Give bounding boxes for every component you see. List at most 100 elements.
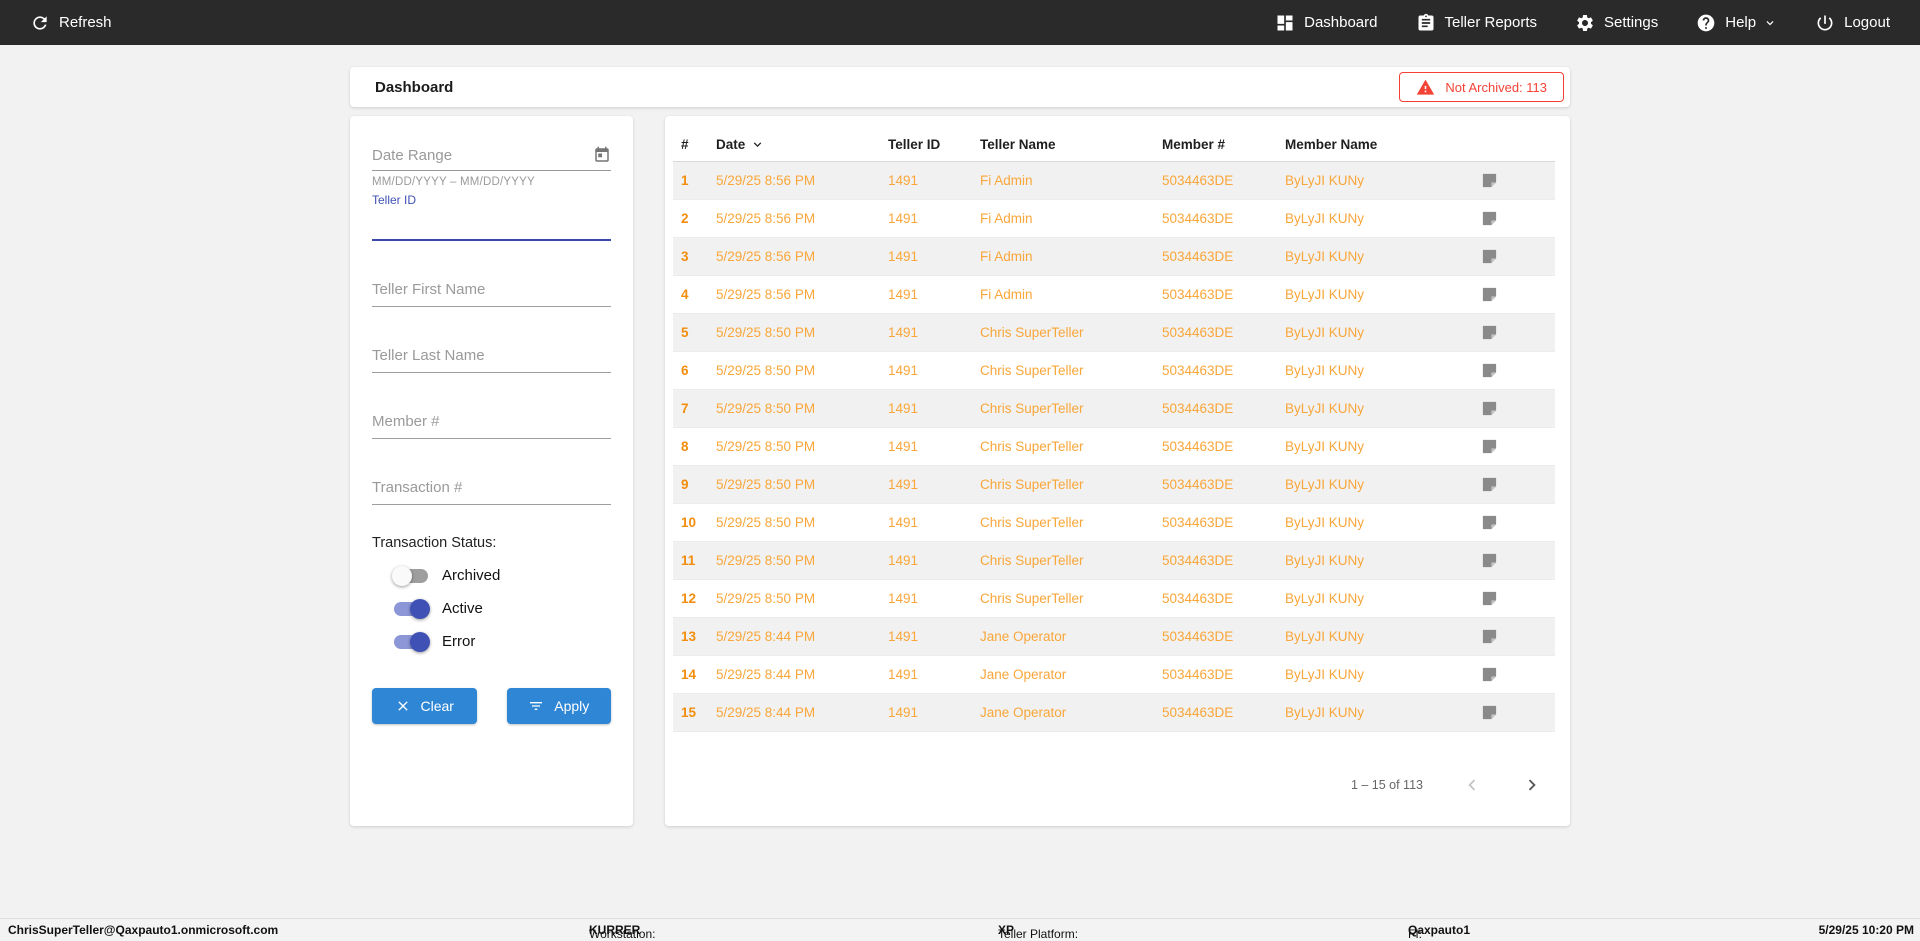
col-date-sort[interactable]: Date: [716, 137, 888, 152]
note-icon[interactable]: [1481, 173, 1498, 192]
cell-member-name: ByLyJI KUNy: [1285, 325, 1365, 340]
note-icon[interactable]: [1481, 515, 1498, 534]
cell-member-name: ByLyJI KUNy: [1285, 249, 1365, 264]
note-icon[interactable]: [1481, 591, 1498, 610]
teller-id-field[interactable]: [372, 211, 611, 241]
cell-member-num: 5034463DE: [1162, 211, 1234, 226]
status-datetime: 5/29/25 10:20 PM: [1818, 923, 1914, 937]
note-icon[interactable]: [1481, 401, 1498, 420]
results-panel: # Date Teller ID Teller Name Member # Me…: [665, 116, 1570, 826]
status-toggles: Archived Active Error: [372, 565, 611, 652]
next-page-button[interactable]: [1521, 774, 1543, 796]
cell-member-name: ByLyJI KUNy: [1285, 591, 1365, 606]
note-icon[interactable]: [1481, 363, 1498, 382]
table-row[interactable]: 12 5/29/25 8:50 PM 1491 Chris SuperTelle…: [673, 580, 1555, 618]
prev-page-button[interactable]: [1461, 774, 1483, 796]
table-row[interactable]: 5 5/29/25 8:50 PM 1491 Chris SuperTeller…: [673, 314, 1555, 352]
row-number: 13: [681, 629, 697, 644]
toggle-switch[interactable]: [394, 631, 430, 652]
nav-dashboard[interactable]: Dashboard: [1275, 13, 1378, 33]
row-number: 14: [681, 667, 697, 682]
cell-member-name: ByLyJI KUNy: [1285, 515, 1365, 530]
table-row[interactable]: 9 5/29/25 8:50 PM 1491 Chris SuperTeller…: [673, 466, 1555, 504]
table-row[interactable]: 6 5/29/25 8:50 PM 1491 Chris SuperTeller…: [673, 352, 1555, 390]
date-range-field[interactable]: [372, 146, 611, 171]
cell-teller-name: Chris SuperTeller: [980, 591, 1084, 606]
refresh-button[interactable]: Refresh: [30, 13, 112, 33]
pagination-range-label: 1 – 15 of 113: [1350, 778, 1423, 792]
note-icon[interactable]: [1481, 439, 1498, 458]
table-row[interactable]: 11 5/29/25 8:50 PM 1491 Chris SuperTelle…: [673, 542, 1555, 580]
cell-date: 5/29/25 8:50 PM: [716, 477, 816, 492]
note-icon[interactable]: [1481, 477, 1498, 496]
row-number: 12: [681, 591, 697, 606]
col-teller-id: Teller ID: [888, 137, 941, 152]
table-row[interactable]: 8 5/29/25 8:50 PM 1491 Chris SuperTeller…: [673, 428, 1555, 466]
note-icon[interactable]: [1481, 705, 1498, 724]
table-row[interactable]: 15 5/29/25 8:44 PM 1491 Jane Operator 50…: [673, 694, 1555, 732]
calendar-button[interactable]: [593, 146, 611, 164]
note-icon[interactable]: [1481, 325, 1498, 344]
table-row[interactable]: 7 5/29/25 8:50 PM 1491 Chris SuperTeller…: [673, 390, 1555, 428]
toggle-switch[interactable]: [392, 565, 428, 586]
cell-teller-name: Jane Operator: [980, 629, 1067, 644]
status-toggle-active[interactable]: Active: [372, 598, 611, 619]
table-row[interactable]: 3 5/29/25 8:56 PM 1491 Fi Admin 5034463D…: [673, 238, 1555, 276]
nav-teller-reports[interactable]: Teller Reports: [1416, 13, 1537, 33]
cell-teller-name: Fi Admin: [980, 211, 1033, 226]
note-icon[interactable]: [1481, 629, 1498, 648]
table-row[interactable]: 14 5/29/25 8:44 PM 1491 Jane Operator 50…: [673, 656, 1555, 694]
member-number-input[interactable]: [372, 413, 611, 430]
note-icon[interactable]: [1481, 249, 1498, 268]
cell-member-name: ByLyJI KUNy: [1285, 439, 1365, 454]
cell-teller-name: Fi Admin: [980, 287, 1033, 302]
row-number: 2: [681, 211, 689, 226]
cell-teller-id: 1491: [888, 591, 919, 606]
apply-button[interactable]: Apply: [506, 688, 611, 724]
nav-help[interactable]: Help: [1696, 13, 1777, 33]
transaction-number-input[interactable]: [372, 479, 611, 496]
clear-button[interactable]: Clear: [372, 688, 477, 724]
note-icon[interactable]: [1481, 667, 1498, 686]
row-number: 10: [681, 515, 697, 530]
cell-member-name: ByLyJI KUNy: [1285, 173, 1365, 188]
nav-logout[interactable]: Logout: [1815, 13, 1890, 33]
status-toggle-archived[interactable]: Archived: [372, 565, 611, 586]
teller-first-name-input[interactable]: [372, 281, 611, 298]
teller-last-name-field[interactable]: [372, 347, 611, 373]
row-number: 3: [681, 249, 689, 264]
cell-member-num: 5034463DE: [1162, 173, 1234, 188]
note-icon[interactable]: [1481, 287, 1498, 306]
chevron-left-icon: [1468, 779, 1476, 791]
date-range-input[interactable]: [372, 147, 593, 164]
table-row[interactable]: 1 5/29/25 8:56 PM 1491 Fi Admin 5034463D…: [673, 162, 1555, 200]
cell-member-num: 5034463DE: [1162, 325, 1234, 340]
teller-first-name-field[interactable]: [372, 281, 611, 307]
note-icon[interactable]: [1481, 211, 1498, 230]
cell-teller-id: 1491: [888, 325, 919, 340]
status-toggle-error[interactable]: Error: [372, 631, 611, 652]
page-title: Dashboard: [375, 78, 454, 96]
nav-settings[interactable]: Settings: [1575, 13, 1658, 33]
table-row[interactable]: 2 5/29/25 8:56 PM 1491 Fi Admin 5034463D…: [673, 200, 1555, 238]
cell-date: 5/29/25 8:44 PM: [716, 629, 816, 644]
teller-id-input[interactable]: [372, 211, 611, 237]
table-row[interactable]: 13 5/29/25 8:44 PM 1491 Jane Operator 50…: [673, 618, 1555, 656]
cell-teller-id: 1491: [888, 439, 919, 454]
cell-member-num: 5034463DE: [1162, 553, 1234, 568]
member-number-field[interactable]: [372, 413, 611, 439]
cell-member-num: 5034463DE: [1162, 667, 1234, 682]
table-row[interactable]: 10 5/29/25 8:50 PM 1491 Chris SuperTelle…: [673, 504, 1555, 542]
cell-teller-name: Chris SuperTeller: [980, 439, 1084, 454]
cell-member-name: ByLyJI KUNy: [1285, 287, 1365, 302]
teller-last-name-input[interactable]: [372, 347, 611, 364]
col-teller-name: Teller Name: [980, 137, 1056, 152]
refresh-icon: [33, 15, 47, 30]
table-row[interactable]: 4 5/29/25 8:56 PM 1491 Fi Admin 5034463D…: [673, 276, 1555, 314]
transaction-number-field[interactable]: [372, 479, 611, 505]
cell-teller-name: Chris SuperTeller: [980, 477, 1084, 492]
cell-date: 5/29/25 8:50 PM: [716, 591, 816, 606]
toggle-switch[interactable]: [394, 598, 430, 619]
fi-status: FI: Qaxpauto1: [1408, 923, 1471, 941]
note-icon[interactable]: [1481, 553, 1498, 572]
